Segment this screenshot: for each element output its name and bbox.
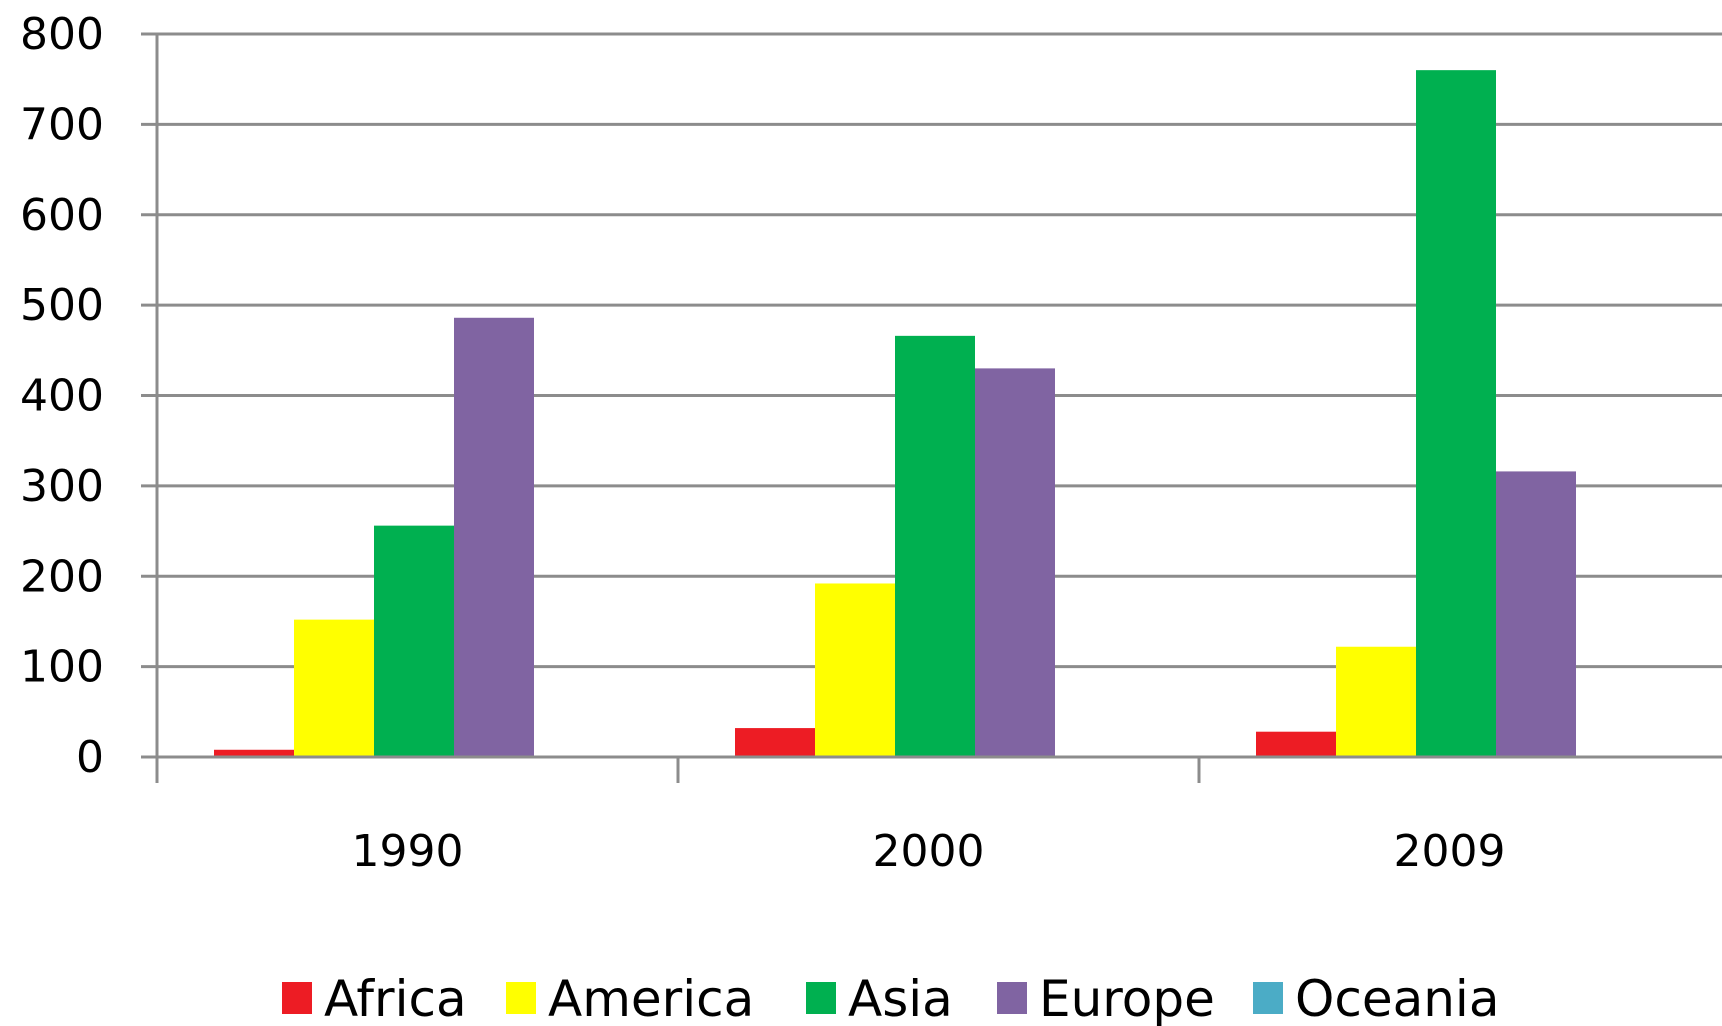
bar-america-2000: [815, 583, 895, 757]
legend-swatch-europe: [997, 982, 1027, 1014]
y-tick-label: 700: [20, 99, 104, 150]
bar-america-1990: [294, 619, 374, 757]
y-axis-tick-labels: 0 100 200 300 400 500 600 700 800: [20, 9, 104, 783]
bar-africa-2009: [1256, 731, 1336, 757]
legend-label-europe: Europe: [1039, 970, 1215, 1026]
y-tick-label: 0: [76, 732, 104, 783]
bar-asia-1990: [374, 525, 454, 757]
legend-label-oceania: Oceania: [1295, 970, 1499, 1026]
legend-swatch-oceania: [1253, 982, 1283, 1014]
y-tick-label: 800: [20, 9, 104, 60]
x-axis-tick-labels: 1990 2000 2009: [352, 826, 1506, 877]
axes: [155, 34, 1722, 783]
legend-label-africa: Africa: [324, 970, 467, 1026]
legend-swatch-asia: [806, 982, 836, 1014]
y-tick-label: 100: [20, 642, 104, 693]
bar-america-2009: [1336, 646, 1416, 757]
y-tick-label: 200: [20, 551, 104, 602]
bar-africa-1990: [214, 749, 294, 757]
y-tick-label: 400: [20, 371, 104, 422]
x-tick-label: 1990: [352, 826, 464, 877]
bar-africa-2000: [735, 728, 815, 757]
legend-swatch-america: [506, 982, 536, 1014]
legend-swatch-africa: [282, 982, 312, 1014]
y-tick-label: 600: [20, 190, 104, 241]
y-tick-label: 500: [20, 280, 104, 331]
x-tick-label: 2009: [1394, 826, 1506, 877]
legend-label-asia: Asia: [848, 970, 953, 1026]
legend-label-america: America: [548, 970, 754, 1026]
x-tick-label: 2000: [873, 826, 985, 877]
legend: Africa America Asia Europe Oceania: [282, 970, 1499, 1026]
bar-europe-1990: [454, 317, 534, 757]
bar-asia-2009: [1416, 70, 1496, 757]
bar-europe-2009: [1496, 471, 1576, 757]
y-tick-label: 300: [20, 461, 104, 512]
bar-europe-2000: [975, 368, 1055, 757]
bars: [214, 70, 1576, 757]
bar-asia-2000: [895, 335, 975, 757]
